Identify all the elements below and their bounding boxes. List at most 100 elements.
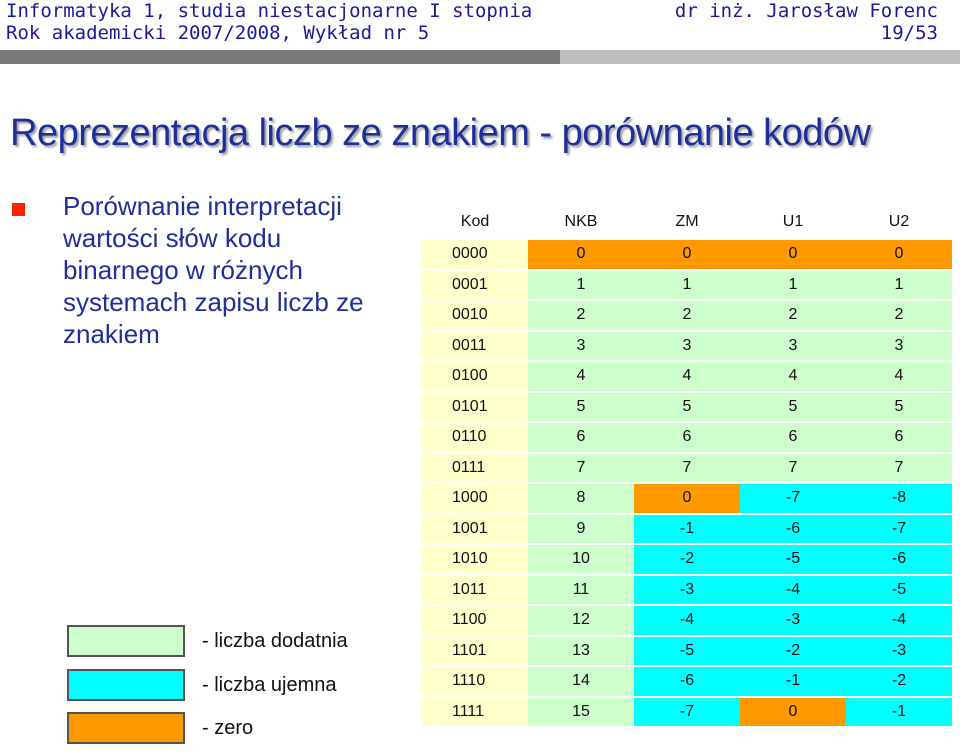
legend-swatch-positive <box>67 625 185 657</box>
table-row: 1000 8 0 -7 -8 <box>422 483 952 515</box>
value-cell: -5 <box>740 544 846 576</box>
value-cell: 1 <box>528 269 634 301</box>
value-cell: -2 <box>846 666 952 698</box>
code-cell: 1010 <box>422 544 528 576</box>
value-cell: 5 <box>846 391 952 423</box>
code-cell: 1110 <box>422 666 528 698</box>
value-cell: -5 <box>634 635 740 667</box>
legend-label-negative: - liczba ujemna <box>202 674 337 696</box>
value-cell: 2 <box>846 300 952 332</box>
code-cell: 0110 <box>422 422 528 454</box>
value-cell: 9 <box>528 513 634 545</box>
column-header-nkb: NKB <box>528 206 634 240</box>
value-cell: 13 <box>528 635 634 667</box>
legend-label-positive: - liczba dodatnia <box>202 630 348 652</box>
value-cell: -5 <box>846 574 952 606</box>
value-cell: 11 <box>528 574 634 606</box>
value-cell: 15 <box>528 696 634 728</box>
value-cell: 1 <box>740 269 846 301</box>
table-row: 0110 6 6 6 6 <box>422 422 952 454</box>
table-row: 1010 10 -2 -5 -6 <box>422 544 952 576</box>
value-cell: 0 <box>634 239 740 271</box>
table-row: 1110 14 -6 -1 -2 <box>422 666 952 698</box>
value-cell: 7 <box>528 452 634 484</box>
table-row: 0111 7 7 7 7 <box>422 452 952 484</box>
header-page-number: 19/53 <box>880 22 938 44</box>
code-cell: 1011 <box>422 574 528 606</box>
value-cell: -1 <box>846 696 952 728</box>
value-cell: 5 <box>740 391 846 423</box>
value-cell: 4 <box>528 361 634 393</box>
value-cell: -8 <box>846 483 952 515</box>
value-cell: 2 <box>740 300 846 332</box>
column-header-u2: U2 <box>846 206 952 240</box>
value-cell: 0 <box>528 239 634 271</box>
code-cell: 0101 <box>422 391 528 423</box>
table-row: 0000 0 0 0 0 <box>422 239 952 271</box>
code-cell: 0100 <box>422 361 528 393</box>
value-cell: -7 <box>846 513 952 545</box>
value-cell: 6 <box>528 422 634 454</box>
header-author: dr inż. Jarosław Forenc <box>674 0 938 22</box>
header-lecture: Rok akademicki 2007/2008, Wykład nr 5 <box>6 22 430 44</box>
table-row: 0001 1 1 1 1 <box>422 269 952 301</box>
value-cell: -3 <box>634 574 740 606</box>
value-cell: -7 <box>634 696 740 728</box>
value-cell: 10 <box>528 544 634 576</box>
value-cell: 7 <box>740 452 846 484</box>
value-cell: 6 <box>846 422 952 454</box>
value-cell: 2 <box>528 300 634 332</box>
value-cell: 2 <box>634 300 740 332</box>
value-cell: 4 <box>634 361 740 393</box>
table-body: 0000 0 0 0 0 0001 1 1 1 1 0010 2 2 2 2 0011 3 3 3 3 0100 4 4 4 4… <box>422 239 952 728</box>
code-cell: 1101 <box>422 635 528 667</box>
table-row: 1011 11 -3 -4 -5 <box>422 574 952 606</box>
code-cell: 0111 <box>422 452 528 484</box>
value-cell: -6 <box>846 544 952 576</box>
value-cell: 0 <box>846 239 952 271</box>
table-row: 1100 12 -4 -3 -4 <box>422 605 952 637</box>
bullet-square-icon <box>12 203 25 216</box>
value-cell: 3 <box>528 330 634 362</box>
legend-swatch-zero <box>67 712 185 744</box>
code-cell: 0001 <box>422 269 528 301</box>
value-cell: 4 <box>846 361 952 393</box>
code-cell: 0011 <box>422 330 528 362</box>
legend-label-zero: - zero <box>202 717 254 739</box>
code-comparison-table: Kod NKB ZM U1 U2 0000 0 0 0 0 0001 1 1 1 1 0010 2 2 2 2 001… <box>422 206 952 728</box>
table-row: 0011 3 3 3 3 <box>422 330 952 362</box>
value-cell: -4 <box>634 605 740 637</box>
table-header-row: Kod NKB ZM U1 U2 <box>422 206 952 240</box>
value-cell: 8 <box>528 483 634 515</box>
value-cell: 1 <box>846 269 952 301</box>
table-row: 1101 13 -5 -2 -3 <box>422 635 952 667</box>
table-row: 0010 2 2 2 2 <box>422 300 952 332</box>
value-cell: -6 <box>634 666 740 698</box>
value-cell: -4 <box>740 574 846 606</box>
value-cell: 4 <box>740 361 846 393</box>
value-cell: -1 <box>634 513 740 545</box>
value-cell: 3 <box>634 330 740 362</box>
bullet-text: Porównanie interpretacji wartości słów k… <box>63 191 364 349</box>
code-cell: 0010 <box>422 300 528 332</box>
value-cell: 12 <box>528 605 634 637</box>
value-cell: 0 <box>740 696 846 728</box>
value-cell: -2 <box>634 544 740 576</box>
code-cell: 1001 <box>422 513 528 545</box>
value-cell: 0 <box>740 239 846 271</box>
value-cell: 7 <box>846 452 952 484</box>
code-cell: 1000 <box>422 483 528 515</box>
slide-title: Reprezentacja liczb ze znakiem - porówna… <box>10 112 871 154</box>
table-row: 1111 15 -7 0 -1 <box>422 696 952 728</box>
table-row: 0100 4 4 4 4 <box>422 361 952 393</box>
value-cell: -4 <box>846 605 952 637</box>
value-cell: -3 <box>846 635 952 667</box>
value-cell: 5 <box>634 391 740 423</box>
value-cell: 3 <box>846 330 952 362</box>
value-cell: 7 <box>634 452 740 484</box>
value-cell: -3 <box>740 605 846 637</box>
column-header-u1: U1 <box>740 206 846 240</box>
code-cell: 0000 <box>422 239 528 271</box>
value-cell: 0 <box>634 483 740 515</box>
value-cell: 5 <box>528 391 634 423</box>
